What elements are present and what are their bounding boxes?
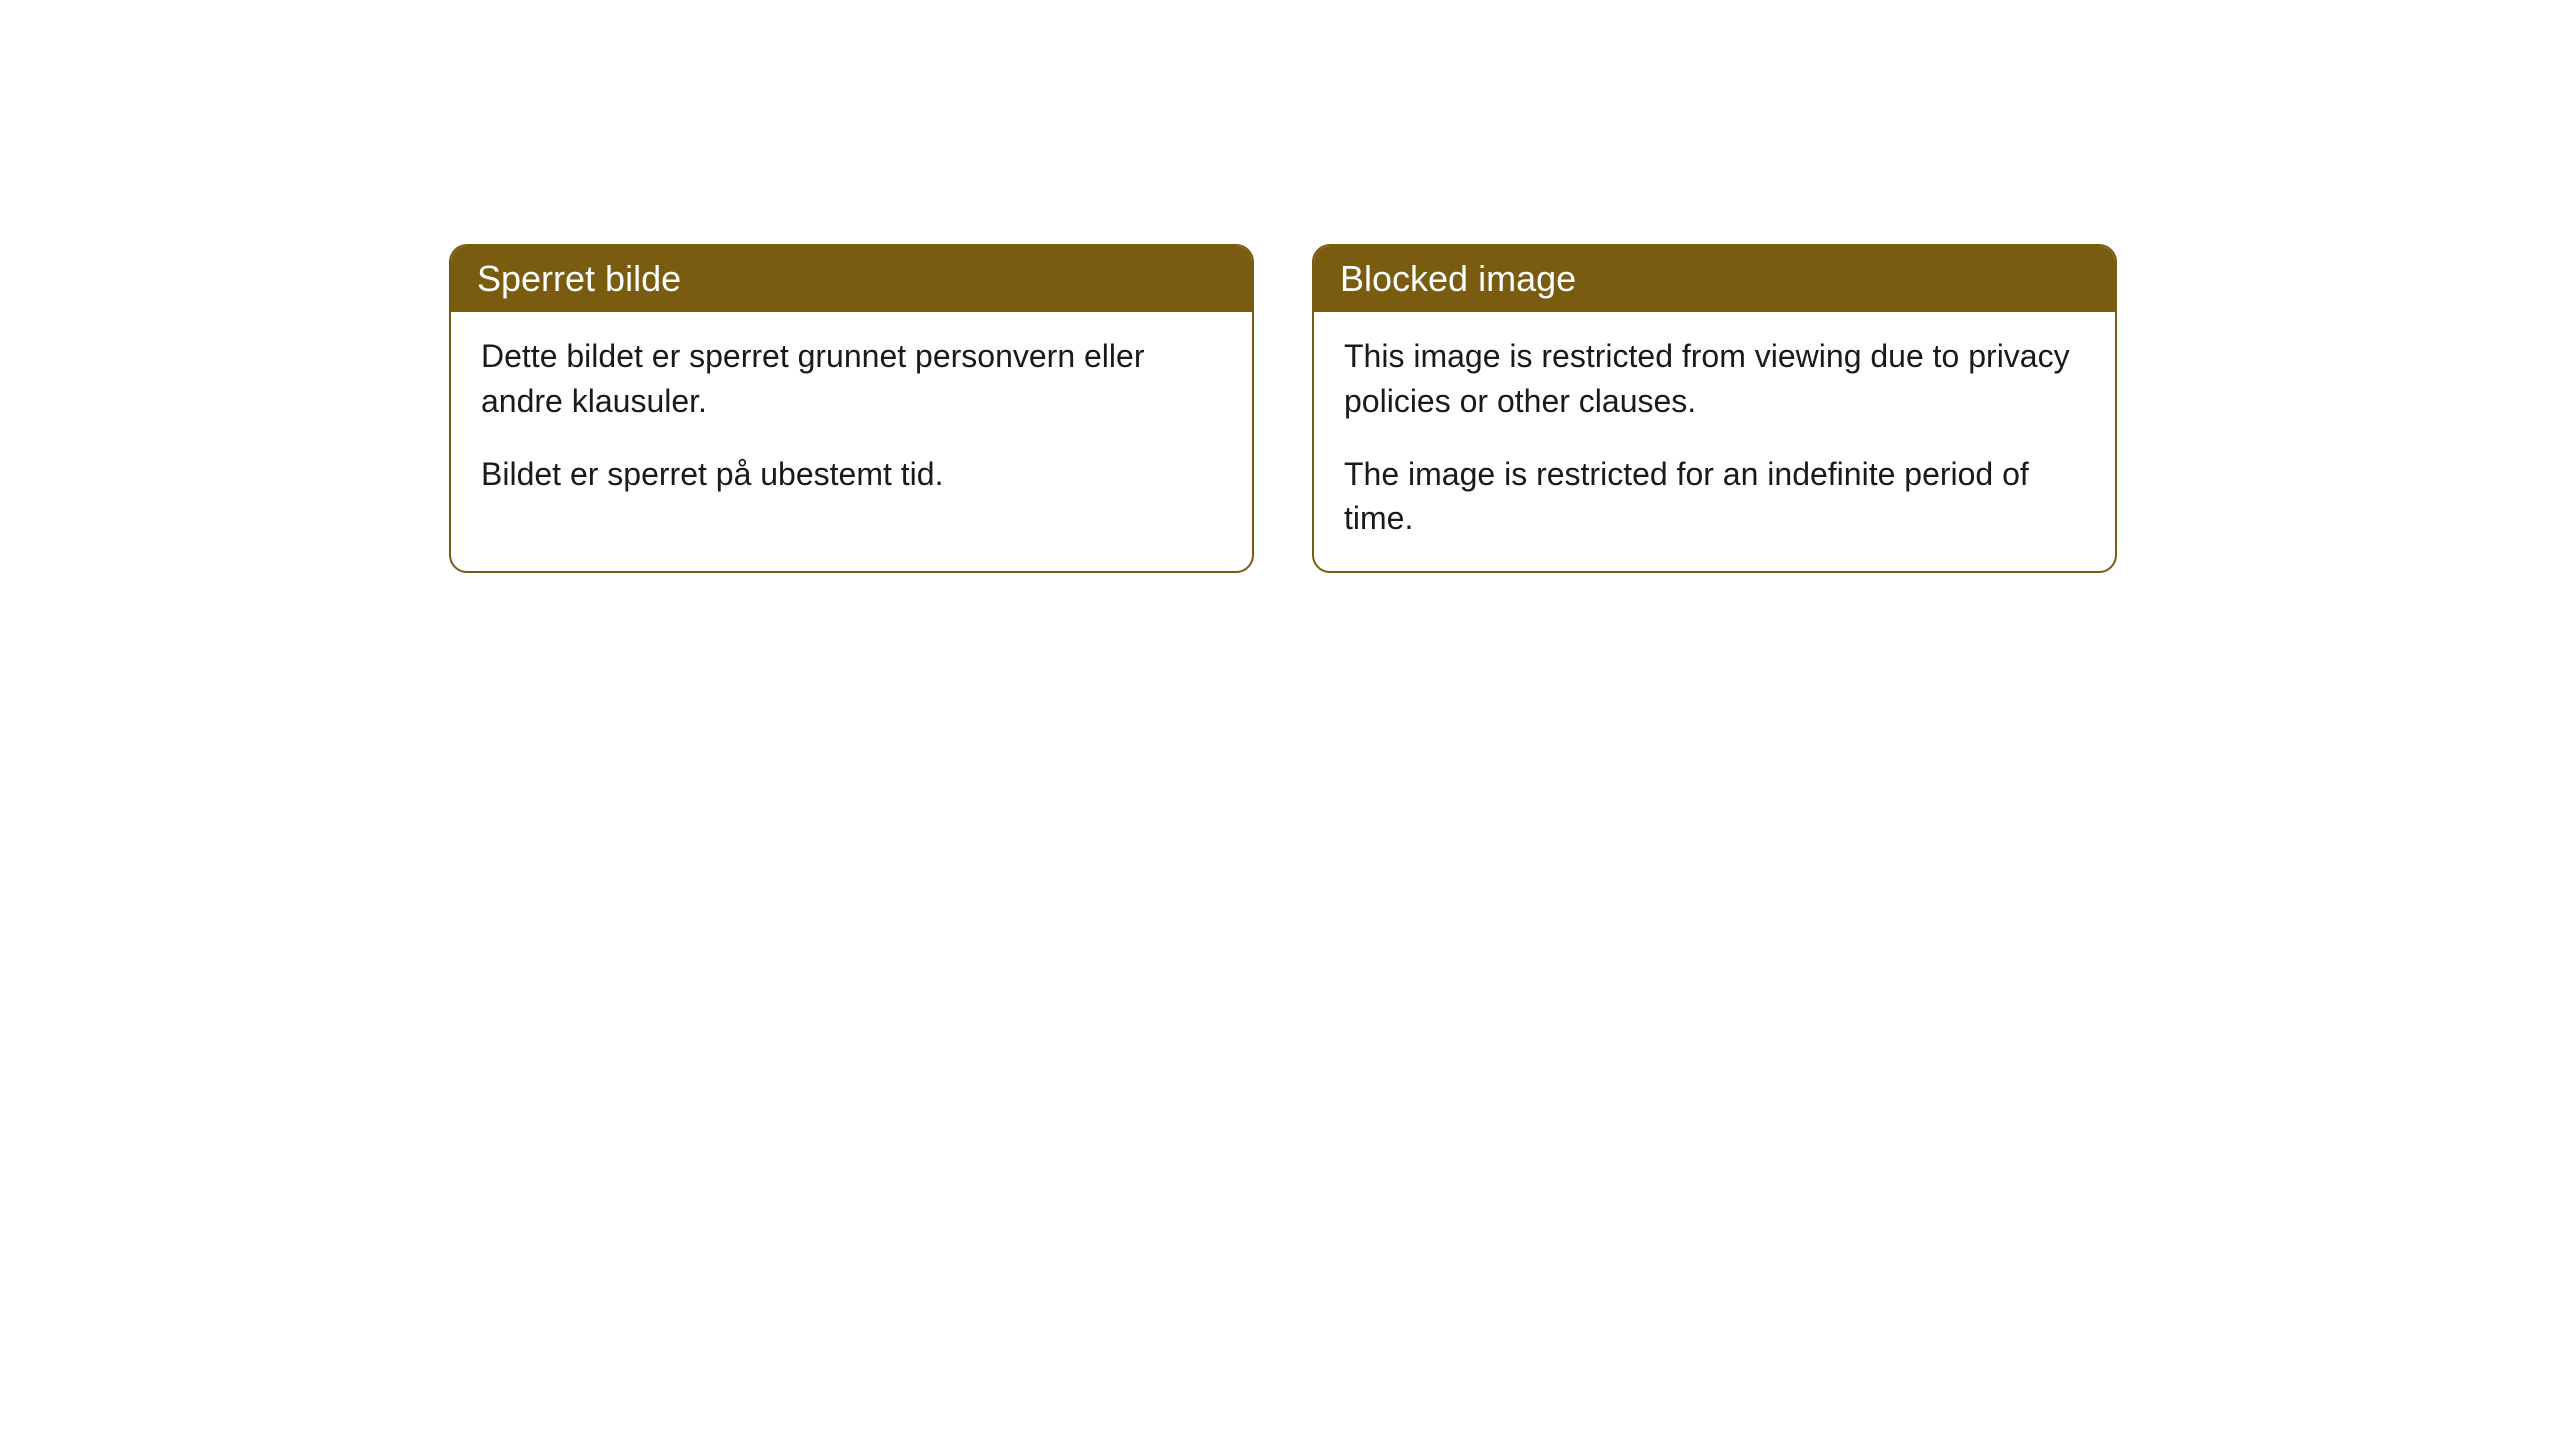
- card-norwegian: Sperret bilde Dette bildet er sperret gr…: [449, 244, 1254, 573]
- card-paragraph-2-english: The image is restricted for an indefinit…: [1344, 452, 2085, 542]
- card-paragraph-1-norwegian: Dette bildet er sperret grunnet personve…: [481, 334, 1222, 424]
- card-title-english: Blocked image: [1340, 258, 1576, 299]
- cards-container: Sperret bilde Dette bildet er sperret gr…: [449, 244, 2117, 573]
- card-paragraph-2-norwegian: Bildet er sperret på ubestemt tid.: [481, 452, 1222, 497]
- card-body-norwegian: Dette bildet er sperret grunnet personve…: [451, 312, 1252, 526]
- card-header-english: Blocked image: [1314, 246, 2115, 312]
- card-body-english: This image is restricted from viewing du…: [1314, 312, 2115, 571]
- card-paragraph-1-english: This image is restricted from viewing du…: [1344, 334, 2085, 424]
- card-title-norwegian: Sperret bilde: [477, 258, 681, 299]
- card-english: Blocked image This image is restricted f…: [1312, 244, 2117, 573]
- card-header-norwegian: Sperret bilde: [451, 246, 1252, 312]
